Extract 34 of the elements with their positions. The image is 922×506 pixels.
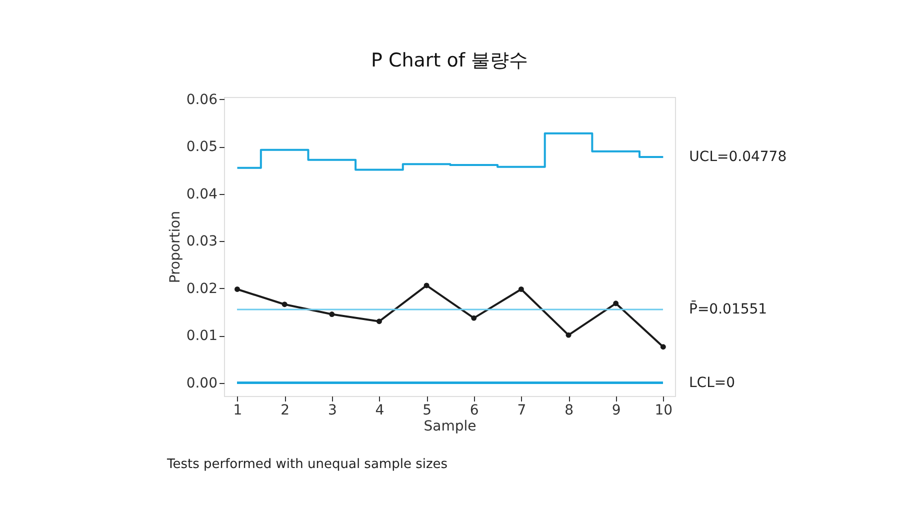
point	[471, 315, 477, 321]
x-tick-label: 5	[422, 402, 432, 418]
point	[613, 300, 619, 306]
y-tick-label: 0.05	[186, 139, 218, 156]
point	[566, 332, 572, 338]
ref-line-label: P̄=0.01551	[689, 300, 768, 318]
annotation: UCL=0.04778	[689, 149, 787, 166]
x-tick-label: 2	[280, 402, 290, 418]
point	[660, 344, 666, 350]
x-tick-label: 1	[233, 402, 242, 418]
y-tick-label: 0.04	[186, 186, 218, 202]
point	[234, 286, 240, 292]
y-tick-label: 0.01	[186, 328, 218, 344]
y-tick-label: 0.03	[186, 234, 218, 250]
x-tick-label: 6	[470, 402, 479, 418]
y-axis-title: Proportion	[167, 210, 184, 284]
point	[518, 286, 524, 292]
point	[329, 312, 335, 318]
x-tick-label: 9	[612, 402, 621, 418]
y-tick-label: 0.02	[186, 280, 218, 297]
x-tick-label: 8	[564, 402, 574, 418]
point	[376, 318, 382, 324]
ref-line-label: LCL=0	[689, 374, 736, 391]
x-tick-label: 10	[654, 402, 673, 418]
x-axis-title: Sample	[424, 418, 476, 434]
x-tick-label: 7	[517, 402, 526, 418]
x-tick-label: 4	[375, 402, 384, 418]
point	[282, 302, 288, 308]
point	[424, 282, 430, 288]
y-tick-label: 0.06	[186, 92, 218, 108]
y-tick-label: 0.00	[186, 375, 218, 392]
text: Tests performed with unequal sample sizes	[166, 457, 448, 472]
x-tick-label: 3	[328, 402, 337, 418]
chart-title: P Chart of 불량수	[370, 49, 528, 72]
